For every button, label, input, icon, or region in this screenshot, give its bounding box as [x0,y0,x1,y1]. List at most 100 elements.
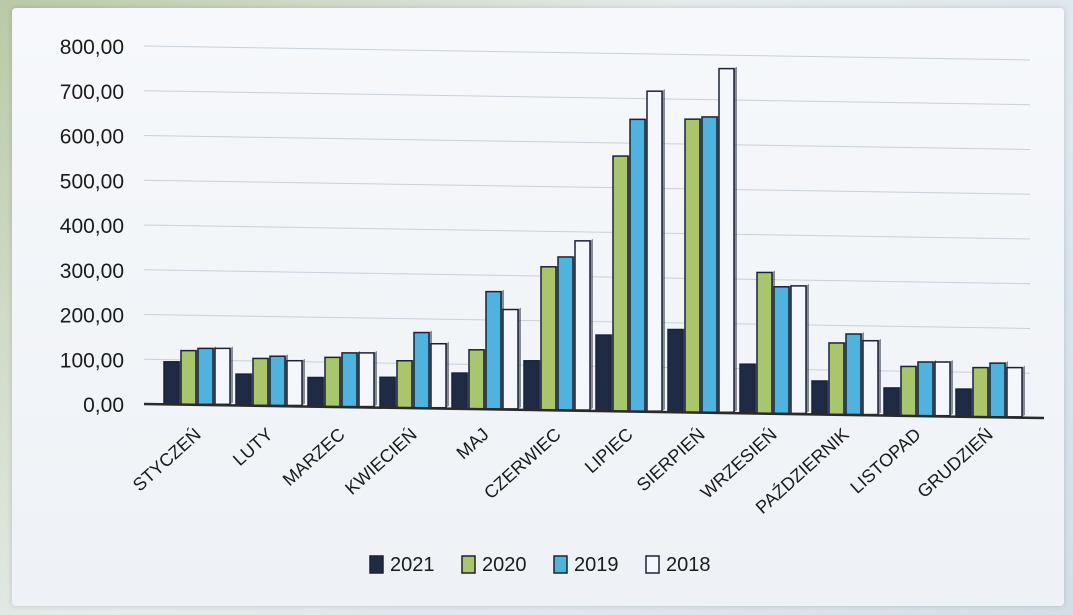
legend-swatch [553,555,568,574]
legend-swatch [461,555,476,574]
legend-label: 2018 [666,554,711,576]
y-tick-label: 500,00 [60,170,124,193]
bar [646,90,663,412]
bar [523,360,540,411]
bar-2018-6 [646,89,665,412]
bar [197,347,214,406]
bar [629,118,646,412]
x-category-label: MARZEC [279,424,349,490]
gridline [143,179,1031,195]
x-category-label: LUTY [229,424,277,470]
bar [701,116,718,414]
x-category-label: SIERPIEŃ [633,424,709,495]
bar [574,240,591,411]
legend-label: 2020 [482,554,527,576]
bar-2021-8 [739,362,758,415]
bars [163,66,1025,418]
y-tick-label: 0,00 [83,394,124,417]
bar-2019-0 [197,346,216,406]
x-axis-line [143,402,1045,420]
bar-2018-2 [358,350,377,408]
bar-2020-5 [540,264,559,411]
x-category-label: STYCZEŃ [129,424,205,495]
bar [324,356,341,408]
bar [718,67,735,414]
bar-2020-11 [972,365,991,418]
bar [396,359,413,409]
bar-2018-5 [574,238,593,411]
x-axis [143,402,1045,420]
gridline [143,45,1031,61]
bar [180,349,197,406]
bar-2020-6 [612,154,631,412]
bar [269,355,286,407]
bar [163,361,180,406]
gridline [143,90,1031,106]
bar-2018-0 [214,346,233,406]
y-tick-label: 100,00 [60,349,124,372]
bar [756,271,773,415]
bar-2021-1 [235,372,254,407]
bar [883,387,900,417]
bar [451,372,468,410]
bar [341,352,358,408]
bar-2021-5 [523,358,542,411]
x-category-label: CZERWIEC [480,424,564,503]
bar-2020-2 [324,355,343,408]
bar [286,359,303,407]
bar-chart: 0,00 100,00 200,00 300,00 400,00 500,00 600,00… [60,36,1045,576]
bar [307,376,324,408]
bar-2021-10 [883,385,902,417]
bar-2020-4 [468,347,487,410]
bar-2021-7 [667,327,686,414]
bar-2021-11 [955,387,974,418]
bar-2021-2 [307,375,326,408]
bar [502,308,519,410]
legend-item-2018: 2018 [645,554,711,576]
legend-item-2021: 2021 [369,554,435,576]
y-tick-label: 800,00 [60,36,124,59]
bar-2021-0 [163,359,182,406]
bar [917,361,934,417]
chart-frame: 0,00 100,00 200,00 300,00 400,00 500,00 600,00… [12,8,1064,606]
bar-2019-4 [485,289,504,410]
x-category-label: GRUDZIEŃ [913,424,996,502]
bar [413,331,430,409]
bar [540,266,557,411]
legend-swatch [369,555,384,574]
bar-2019-11 [989,361,1008,418]
bar [358,352,375,408]
bar-2018-3 [430,341,449,409]
x-category-label: MAJ [453,424,493,463]
bar-2018-8 [790,283,809,415]
bar-2021-4 [451,371,470,410]
bar [972,366,989,418]
bar [667,328,684,414]
gridline [143,224,1031,240]
bar-2018-4 [502,307,521,410]
bar-2020-10 [900,364,919,417]
bar [773,286,790,415]
y-tick-label: 700,00 [60,81,124,104]
legend-swatch [645,555,660,574]
y-axis-tick-labels: 0,00 100,00 200,00 300,00 400,00 500,00 600,00… [60,36,124,417]
bar-2020-8 [756,270,775,415]
bar [684,118,701,414]
gridline [143,135,1031,150]
bar [468,349,485,410]
bar-2020-3 [396,358,415,409]
bar [612,155,629,412]
bar-2020-7 [684,117,703,414]
bar [595,334,612,412]
bar [379,376,396,409]
bar [934,361,951,417]
bar-2020-1 [252,356,271,407]
bar-2018-7 [718,66,737,414]
bar-2019-6 [629,117,648,412]
x-category-label: LIPIEC [581,424,637,477]
bar [1006,366,1023,418]
bar-2021-6 [595,333,614,412]
bar-2020-9 [828,340,847,416]
bar-2021-3 [379,375,398,409]
